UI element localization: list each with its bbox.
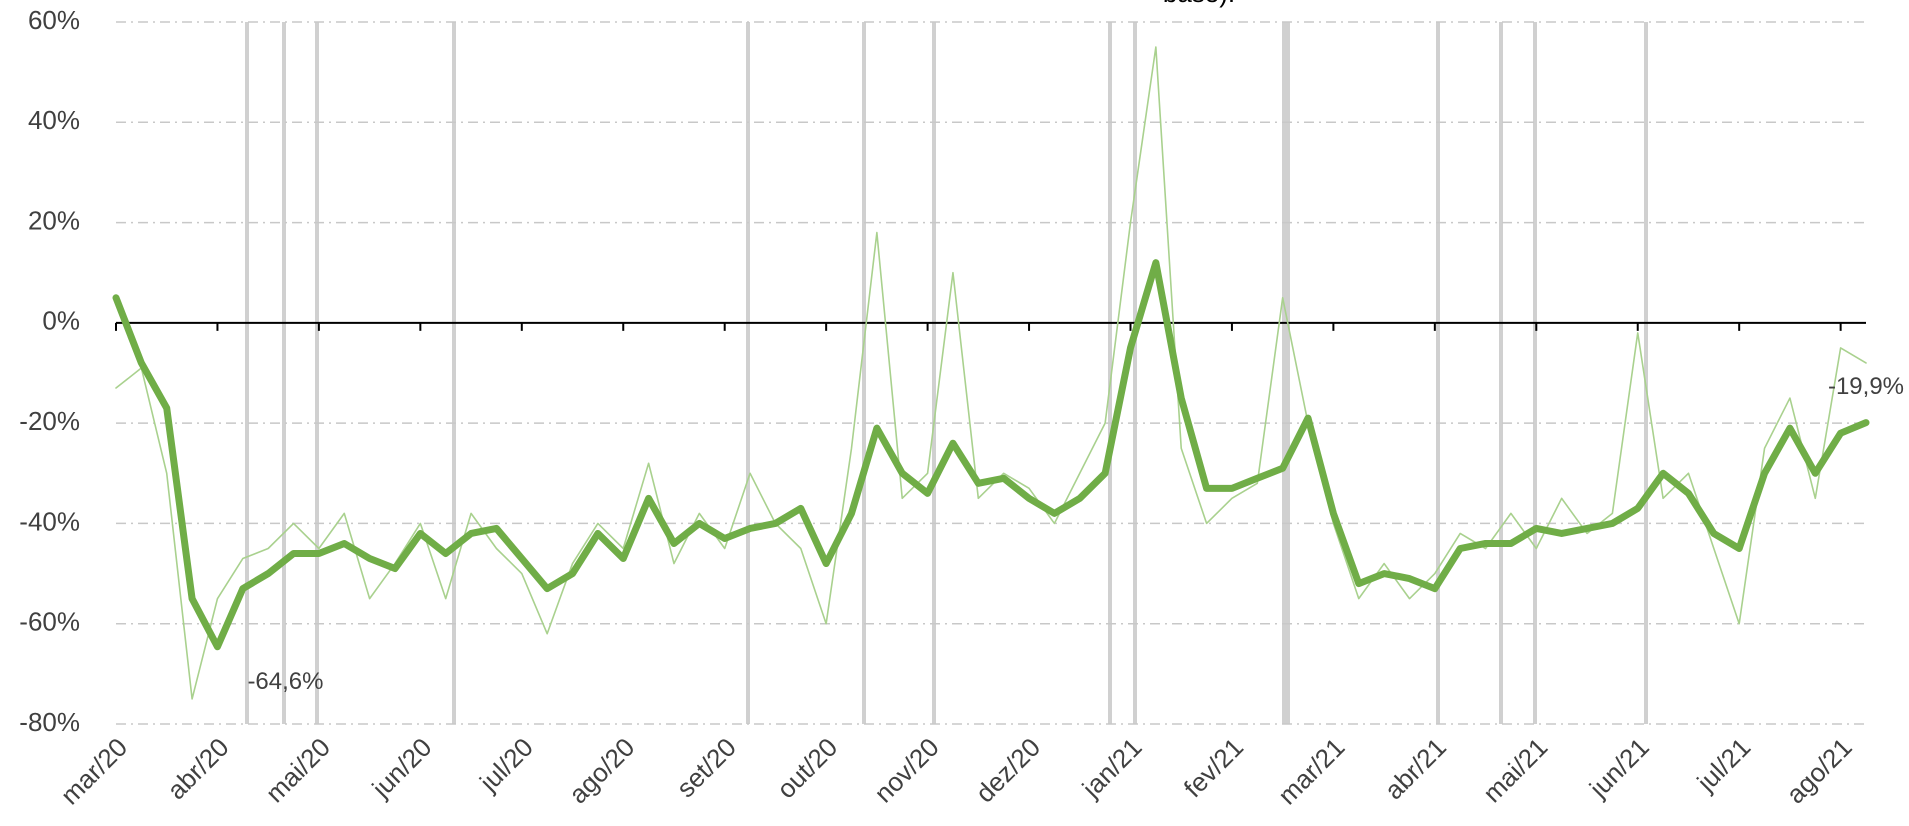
x-tick-label: mar/21 [1272,732,1350,810]
x-tick-label: jul/20 [473,732,539,798]
y-tick-label: -60% [19,607,80,637]
x-tick-label: mai/20 [260,732,336,808]
y-tick-label: -80% [19,707,80,737]
x-tick-label: out/20 [771,732,843,804]
x-tick-label: mar/20 [55,732,133,810]
y-tick-label: -40% [19,506,80,536]
x-tick-label: set/20 [671,732,742,803]
x-tick-label: jul/21 [1690,732,1756,798]
x-tick-label: ago/21 [1780,732,1857,809]
data-label: -64,6% [247,668,323,695]
x-tick-label: nov/20 [868,732,944,808]
x-tick-label: jun/21 [1583,732,1655,804]
x-tick-label: fev/21 [1178,732,1249,803]
y-tick-label: 40% [28,105,80,135]
x-tick-label: abr/20 [161,732,234,805]
x-tick-label: dez/20 [970,732,1046,808]
y-tick-label: 20% [28,205,80,235]
y-tick-label: 0% [42,306,80,336]
x-tick-label: ago/20 [563,732,640,809]
y-tick-label: 60% [28,5,80,35]
highlight-bands [245,22,1648,724]
data-label: -19,9% [1828,373,1904,400]
series-line [112,259,1870,651]
x-tick-label: jun/20 [365,732,437,804]
series-line [115,46,1867,700]
chart-title: base). [1163,0,1235,8]
y-tick-label: -20% [19,406,80,436]
x-tick-label: jan/21 [1076,732,1148,804]
x-tick-label: abr/21 [1379,732,1452,805]
x-tick-label: mai/21 [1477,732,1553,808]
